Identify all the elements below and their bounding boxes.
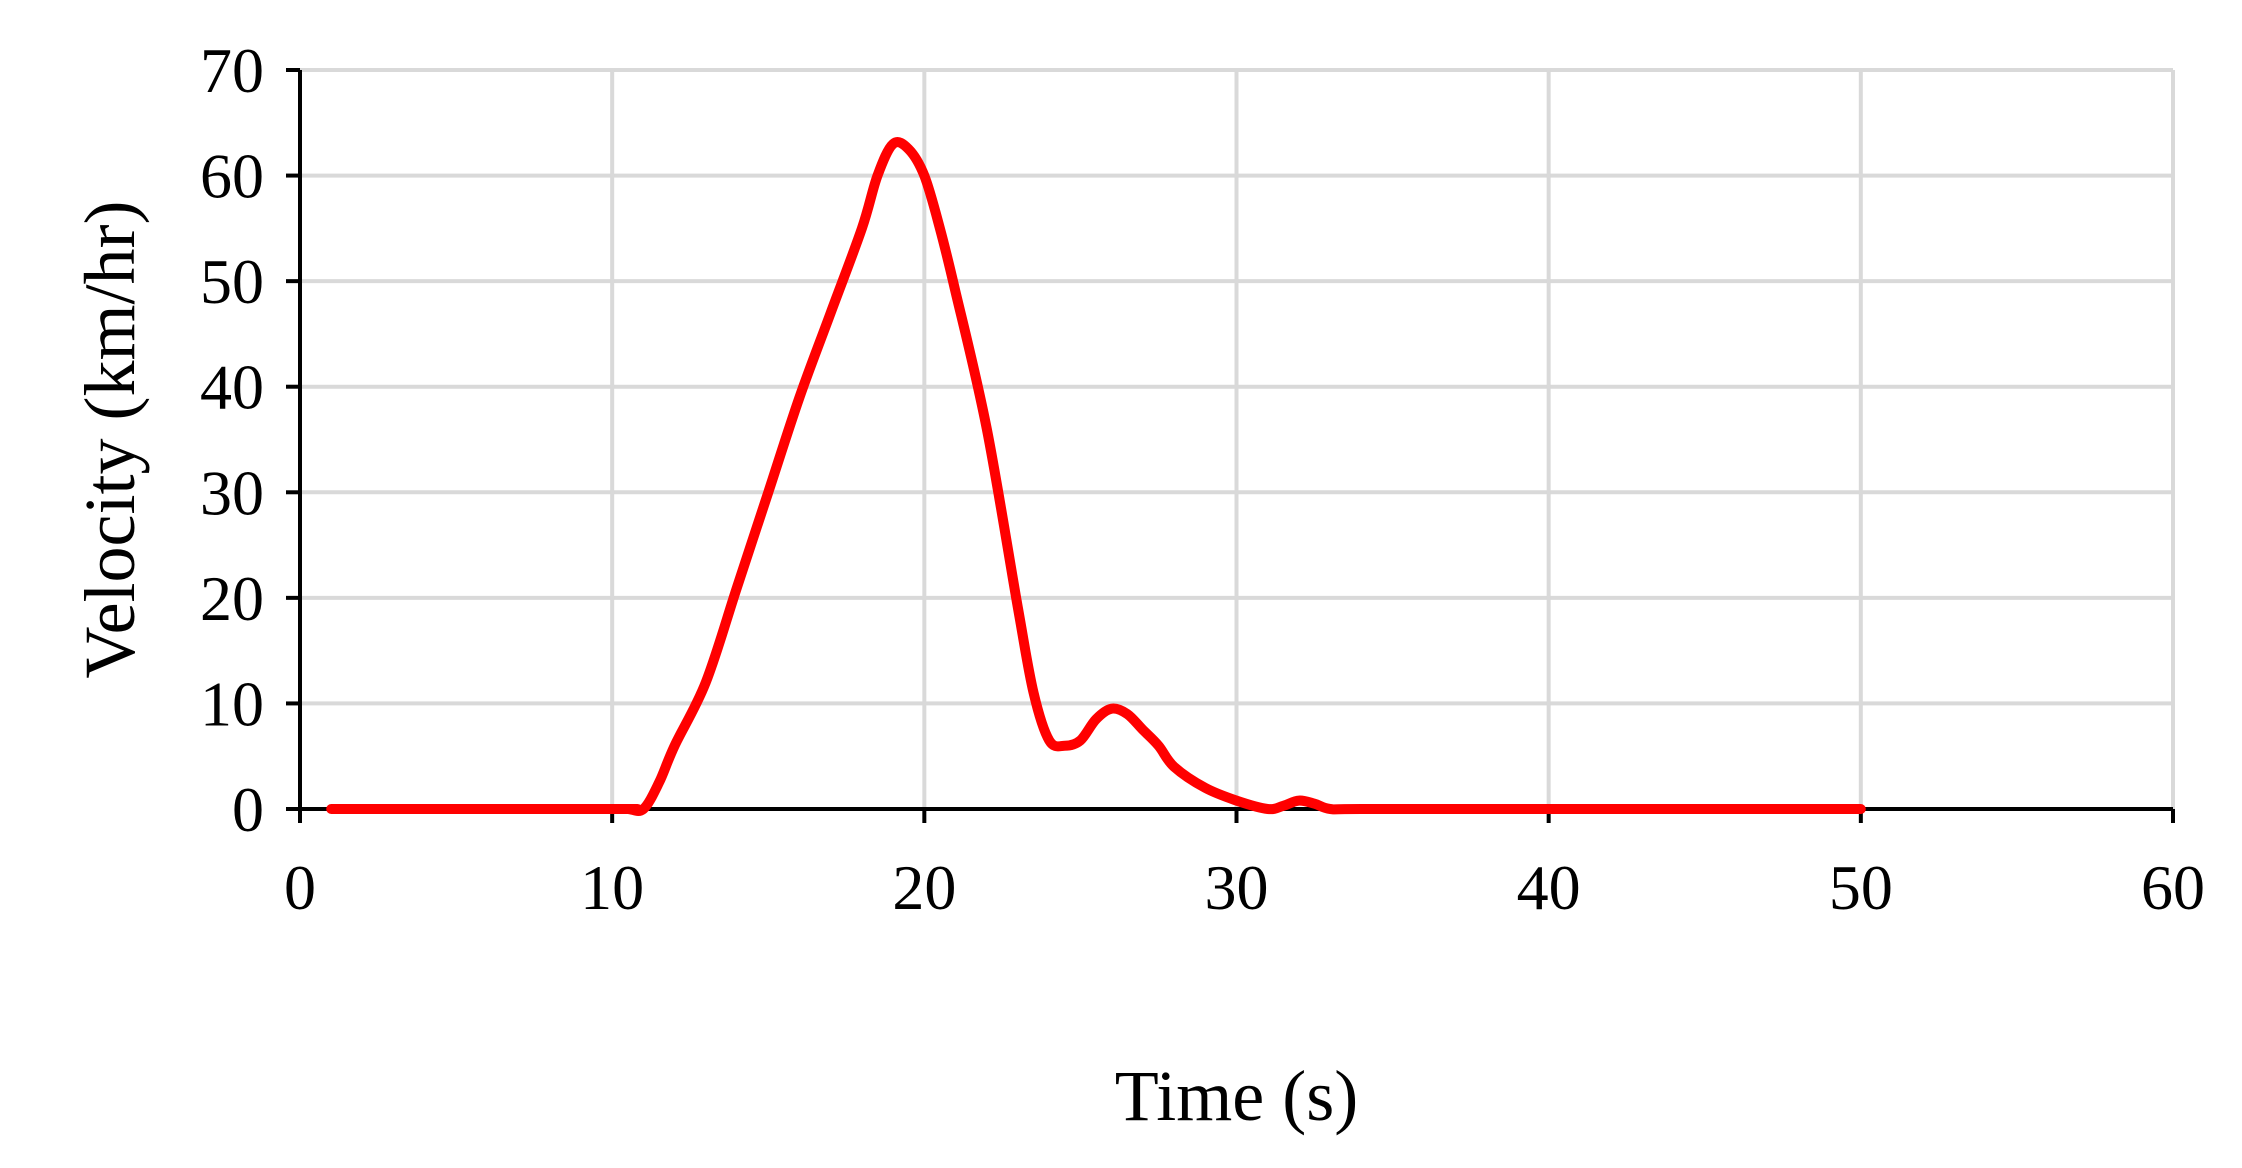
x-tick-label: 30: [1205, 852, 1269, 923]
series-layer: [326, 137, 1866, 816]
series-line-0: [326, 137, 1866, 816]
grid: [300, 68, 2175, 809]
y-tick-label: 50: [200, 246, 264, 317]
x-axis-title: Time (s): [1115, 1056, 1358, 1136]
x-tick-label: 40: [1517, 852, 1581, 923]
tick-labels: 0 10 20 30 40 50 60 70 0 10 20 30 40 50 60: [200, 35, 2205, 923]
y-tick-label: 40: [200, 352, 264, 423]
x-tick-label: 0: [284, 852, 316, 923]
y-tick-label: 20: [200, 563, 264, 634]
x-tick-label: 20: [892, 852, 956, 923]
y-axis-title: Velocity (km/hr): [70, 201, 150, 679]
y-tick-label: 30: [200, 457, 264, 528]
x-tick-label: 50: [1829, 852, 1893, 923]
axes: [286, 68, 2175, 823]
y-tick-label: 60: [200, 141, 264, 212]
y-tick-label: 10: [200, 668, 264, 739]
y-tick-label: 0: [232, 774, 264, 845]
x-tick-label: 10: [580, 852, 644, 923]
x-tick-label: 60: [2141, 852, 2205, 923]
y-tick-label: 70: [200, 35, 264, 106]
